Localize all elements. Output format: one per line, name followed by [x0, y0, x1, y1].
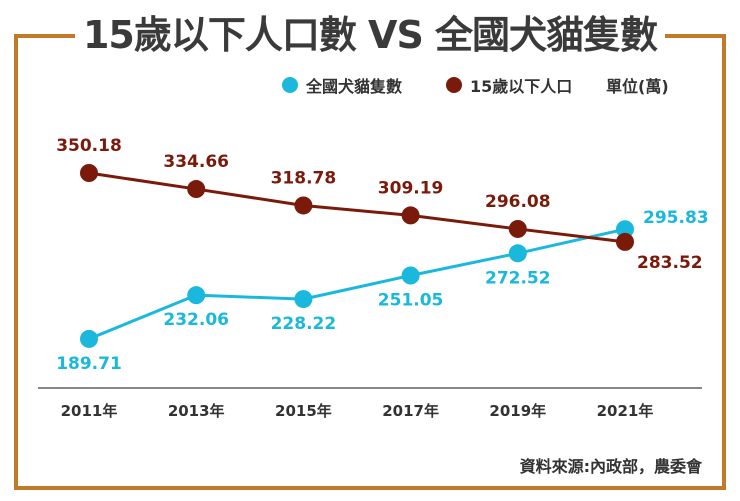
data-label-0: 251.05 [378, 291, 444, 311]
x-tick-label: 2015年 [275, 402, 332, 420]
data-point-1 [294, 196, 313, 215]
data-label-1: 334.66 [163, 152, 229, 172]
data-point-0 [401, 266, 420, 285]
data-point-1 [616, 232, 634, 251]
source-note: 資料來源:內政部，農委會 [519, 457, 702, 476]
legend-label-pets: 全國犬貓隻數 [306, 77, 403, 96]
data-point-1 [187, 180, 206, 199]
series-line-1 [88, 171, 626, 244]
data-point-0 [616, 220, 634, 239]
data-label-0: 295.83 [643, 208, 709, 228]
data-label-0: 228.22 [271, 314, 337, 334]
data-point-1 [401, 206, 420, 225]
x-tick-label: 2017年 [382, 402, 439, 420]
x-tick-label: 2011年 [61, 402, 118, 420]
data-label-0: 232.06 [163, 310, 229, 330]
data-label-1: 350.18 [56, 136, 122, 156]
legend-item-pets: 全國犬貓隻數 [282, 73, 402, 97]
frame-right [722, 34, 726, 490]
chart-title: 15歲以下人口數 VS 全國犬貓隻數 [0, 4, 740, 59]
chart-title-text: 15歲以下人口數 VS 全國犬貓隻數 [74, 13, 666, 57]
data-label-1: 296.08 [485, 192, 551, 212]
data-point-0 [80, 329, 98, 348]
unit-label: 單位(萬) [606, 73, 669, 97]
x-tick-label: 2013年 [168, 402, 225, 420]
data-point-0 [187, 286, 206, 305]
unit-text: 單位(萬) [606, 77, 669, 96]
data-label-1: 309.19 [378, 178, 444, 198]
legend-dot-children [446, 77, 462, 93]
legend-item-children: 15歲以下人口 [446, 73, 572, 97]
series-line-0 [88, 227, 626, 341]
frame-bottom [14, 486, 726, 490]
data-point-1 [80, 164, 98, 182]
x-tick-label: 2021年 [597, 402, 654, 420]
frame-left [14, 34, 18, 490]
legend-label-children: 15歲以下人口 [470, 77, 573, 96]
data-label-1: 283.52 [637, 253, 703, 273]
data-point-1 [508, 219, 527, 238]
data-label-1: 318.78 [271, 168, 337, 188]
x-tick-label: 2019年 [489, 402, 546, 420]
data-point-0 [508, 244, 527, 263]
data-label-0: 189.71 [56, 354, 122, 374]
data-point-0 [294, 290, 313, 309]
legend-dot-pets [282, 77, 298, 93]
data-label-0: 272.52 [485, 268, 551, 288]
